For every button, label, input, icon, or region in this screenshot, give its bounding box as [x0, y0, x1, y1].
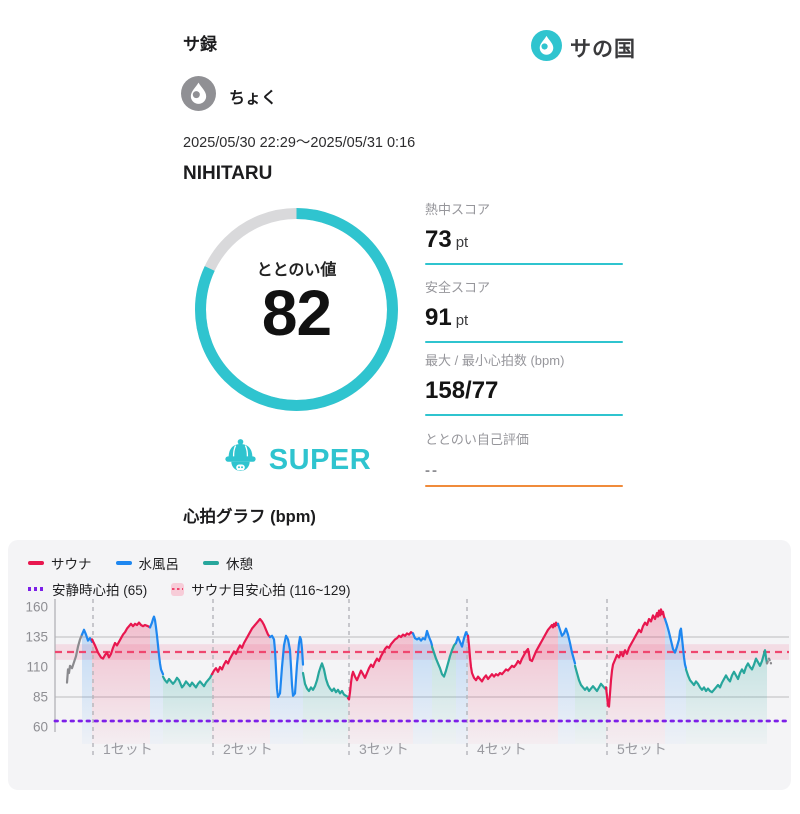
legend-target-band: サウナ目安心拍 (116~129) [171, 579, 350, 599]
legend-bath: 水風呂 [115, 553, 179, 573]
rating-label: SUPER [268, 444, 372, 476]
rest-line-swatch [203, 561, 219, 565]
svg-text:2セット: 2セット [223, 741, 273, 757]
logo-text: サの国 [570, 38, 636, 61]
stat-self-rating: ととのい自己評価 -- [425, 429, 623, 487]
target-band-swatch [171, 582, 185, 596]
svg-text:1セット: 1セット [103, 741, 153, 757]
totonoi-label: ととのい値 [256, 261, 337, 279]
chart-section-title: 心拍グラフ (bpm) [183, 508, 316, 526]
stat-value: -- [425, 462, 439, 479]
svg-text:135: 135 [25, 630, 48, 645]
venue-name: NIHITARU [183, 163, 273, 184]
sauna-line-swatch [28, 561, 44, 565]
stat-value: 91 pt [425, 304, 469, 331]
stat-value: 73 pt [425, 226, 469, 253]
legend-sauna: サウナ [28, 553, 92, 573]
user-name: ちょく [229, 90, 278, 107]
totonoi-value: 82 [261, 276, 332, 349]
stat-heat-score: 熱中スコア 73 pt [425, 199, 623, 265]
svg-text:85: 85 [33, 690, 48, 705]
heart-rate-chart: 1セット 2セット 3セット 4セット 5セット 160 135 110 85 60 [25, 599, 791, 757]
bath-line-swatch [115, 561, 132, 565]
stat-max-min-hr: 最大 / 最小心拍数 (bpm) 158/77 [425, 350, 623, 416]
svg-text:160: 160 [25, 600, 48, 615]
stat-underline [425, 414, 623, 416]
resting-dotted-swatch [28, 587, 45, 591]
svg-text:5セット: 5セット [617, 741, 667, 757]
stat-label: 安全スコア [425, 280, 491, 295]
stat-value: 158/77 [425, 377, 499, 404]
page-title: サ録 [183, 35, 217, 54]
legend-rest: 休憩 [203, 553, 253, 573]
stat-label: ととのい自己評価 [425, 432, 529, 447]
legend-resting-hr: 安静時心拍 (65) [28, 579, 147, 599]
stat-underline [425, 485, 623, 487]
svg-text:3セット: 3セット [359, 741, 409, 757]
sauna-hat-icon [222, 438, 259, 483]
heart-rate-chart-card: サウナ 水風呂 休憩 安静時心拍 (65) サウナ目安心拍 [8, 540, 791, 790]
stat-label: 熱中スコア [425, 202, 491, 217]
session-datetime: 2025/05/30 22:29〜2025/05/31 0:16 [183, 135, 416, 151]
svg-text:60: 60 [33, 720, 48, 735]
svg-text:110: 110 [26, 660, 48, 675]
logo-droplet-icon [531, 30, 562, 66]
totonoi-ring [195, 208, 398, 411]
svg-text:4セット: 4セット [477, 741, 527, 757]
stat-underline [425, 263, 623, 265]
stat-label: 最大 / 最小心拍数 (bpm) [425, 353, 565, 368]
rating-row: SUPER [190, 438, 403, 483]
user-row[interactable]: ちょく [181, 76, 277, 116]
app-logo[interactable]: サの国 [531, 30, 636, 66]
stat-safety-score: 安全スコア 91 pt [425, 277, 623, 343]
stat-underline [425, 341, 623, 343]
chart-legend: サウナ 水風呂 休憩 安静時心拍 (65) サウナ目安心拍 [8, 540, 791, 599]
avatar [181, 76, 216, 116]
totonoi-gauge: ととのい値 82 [190, 203, 403, 416]
